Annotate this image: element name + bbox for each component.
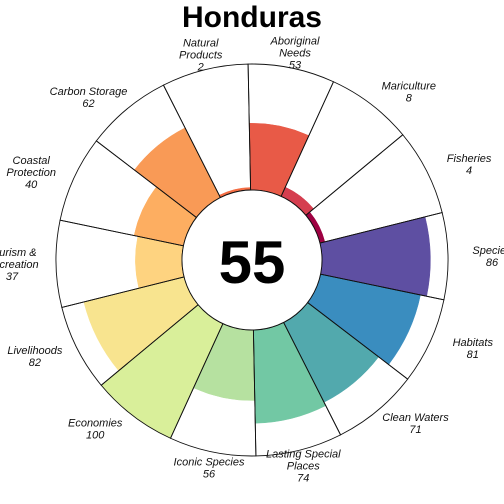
petal-aboriginal-needs: [249, 122, 310, 197]
label-habitats: Habitats 81: [453, 337, 494, 361]
overall-score: 55: [219, 229, 286, 296]
label-tourism-recreation: Tourism &Recreation37: [0, 247, 39, 283]
label-carbon-storage: Carbon Storage 62: [50, 86, 128, 110]
label-clean-waters: Clean Waters 71: [382, 412, 449, 436]
label-aboriginal-needs: Aboriginal Needs 53: [270, 35, 320, 71]
label-group: Fisheries 4 Mariculture 8 Aboriginal Needs 53 N…: [0, 35, 504, 484]
label-economies: Economies 100: [68, 417, 123, 441]
label-coastal-protection: Coastal Protection 40: [6, 155, 56, 191]
label-mariculture: Mariculture 8: [382, 81, 436, 105]
chart-title: Honduras: [182, 1, 322, 34]
label-livelihoods: Livelihoods 82: [7, 345, 63, 369]
label-species: Species86: [472, 245, 504, 269]
label-natural-products: Natural Products 2: [179, 37, 223, 73]
center-circle: [181, 189, 323, 331]
petal-group: [83, 122, 431, 439]
label-iconic-species: Iconic Species 56: [174, 457, 245, 481]
label-fisheries: Fisheries 4: [447, 153, 492, 177]
label-lasting-special-places: Lasting Special Places 74: [266, 449, 341, 485]
